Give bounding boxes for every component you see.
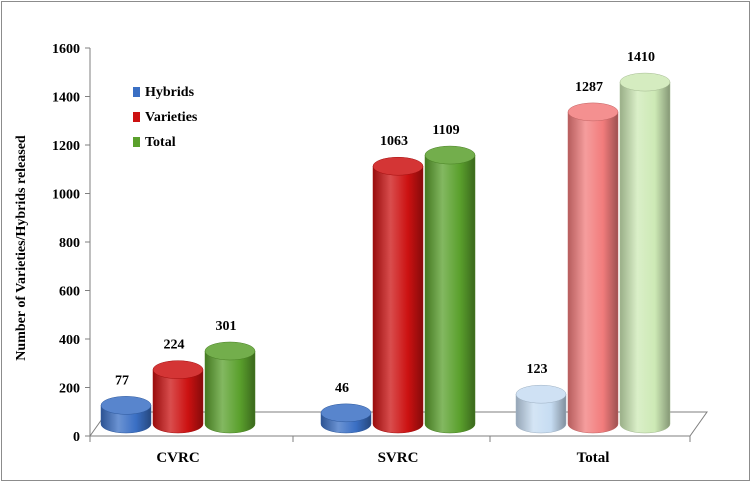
bar-series (100, 72, 671, 434)
y-tick-label: 1000 (52, 188, 80, 203)
y-axis: 0 200 400 600 800 1000 1200 1400 1600 (52, 42, 691, 445)
bar-total-svrc (424, 145, 476, 434)
data-label: 1063 (380, 134, 408, 149)
category-label: CVRC (156, 450, 199, 466)
legend-swatch (133, 87, 140, 97)
bar-hybrids-svrc (320, 403, 372, 434)
data-label: 301 (216, 319, 237, 334)
legend-label: Varieties (145, 110, 198, 125)
legend-label: Hybrids (145, 85, 195, 100)
bar-hybrids-total (515, 384, 567, 434)
bar-hybrids-cvrc (100, 396, 152, 434)
x-axis-labels: CVRC SVRC Total (156, 450, 609, 466)
data-label: 1109 (432, 123, 459, 138)
bar-total-total (619, 72, 671, 434)
legend-item: Hybrids (133, 85, 195, 100)
legend-swatch (133, 137, 140, 147)
bar-varieties-cvrc (152, 360, 204, 434)
legend-label: Total (145, 135, 176, 150)
data-label: 77 (115, 373, 129, 388)
y-tick-label: 0 (73, 430, 80, 445)
data-label: 224 (164, 338, 185, 353)
legend: Hybrids Varieties Total (133, 85, 198, 150)
legend-swatch (133, 112, 140, 122)
data-label: 46 (335, 381, 349, 396)
bar-total-cvrc (204, 341, 256, 434)
bar-varieties-total (567, 102, 619, 434)
y-tick-label: 1600 (52, 42, 80, 57)
data-label: 1410 (627, 50, 655, 65)
y-tick-label: 1400 (52, 91, 80, 106)
y-tick-label: 1200 (52, 139, 80, 154)
category-label: Total (577, 450, 610, 466)
y-tick-label: 600 (59, 285, 80, 300)
y-tick-label: 200 (59, 382, 80, 397)
data-label: 123 (527, 362, 548, 377)
y-tick-label: 800 (59, 236, 80, 251)
data-labels: 77 224 301 46 1063 1109 123 1287 1410 (115, 50, 655, 396)
y-tick-label: 400 (59, 333, 80, 348)
category-label: SVRC (378, 450, 419, 466)
data-label: 1287 (575, 80, 603, 95)
legend-item: Varieties (133, 110, 198, 125)
bar-varieties-svrc (372, 156, 424, 434)
y-axis-label: Number of Varieties/Hybrids released (14, 135, 29, 361)
legend-item: Total (133, 135, 176, 150)
